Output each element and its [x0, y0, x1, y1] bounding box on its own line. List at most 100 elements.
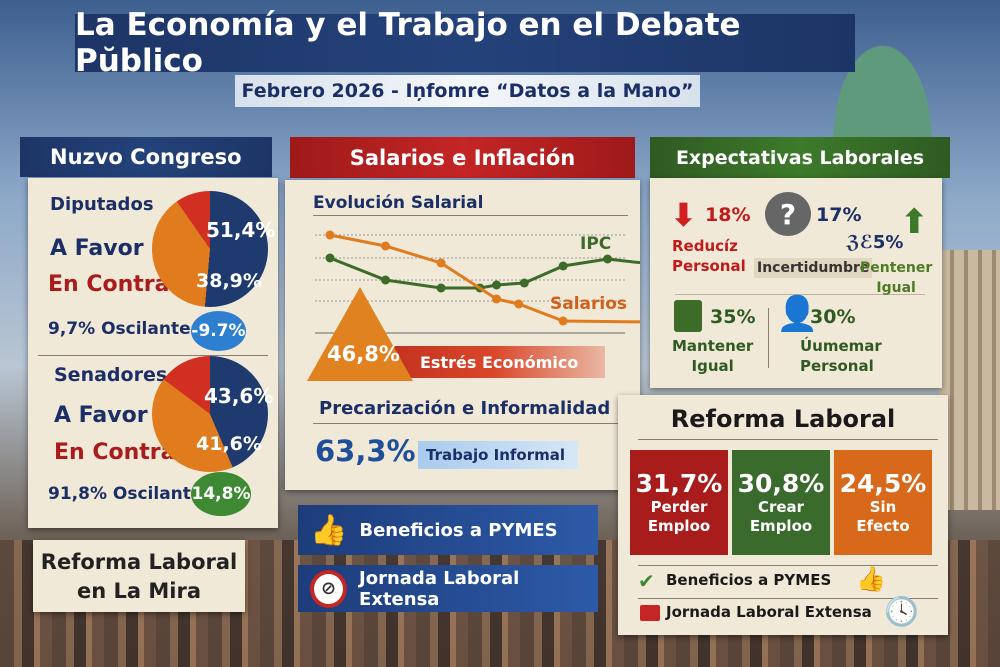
data-point-ipc: [492, 280, 502, 290]
senadores-oscilantes: 91,8% Oscilantel: [48, 484, 209, 504]
jornada-button[interactable]: ⊘ Jornada Laboral Extensa: [298, 565, 598, 612]
congreso-card: Diputados A Favor En Contra 51,4% 38,9% …: [28, 178, 278, 528]
pentener-label-1: Pentener: [860, 260, 933, 276]
reforma-box-label-2: Efecto: [856, 517, 910, 535]
data-point-salarios: [558, 316, 568, 326]
incertidumbre-value: 17%: [816, 204, 862, 226]
reforma-box: 31,7% Perder Emploo: [630, 450, 728, 555]
question-icon: ?: [765, 192, 811, 236]
thumbs-up-icon: 👍: [310, 512, 348, 548]
salarios-card: Evolución Salarial IPC Salarios Estrés E…: [285, 180, 640, 490]
informal-label: Trabajo Informal: [418, 441, 578, 469]
divider: [638, 565, 938, 566]
jornada-label: Jornada Laboral Extensa: [359, 567, 520, 610]
series-line-ipc: [329, 256, 640, 290]
pentener-label-2: Igual: [876, 280, 916, 296]
reforma-box-label-1: Perder: [650, 498, 708, 516]
salary-line-chart: [315, 230, 640, 334]
divider: [768, 308, 769, 368]
data-point-salarios: [436, 258, 446, 268]
reforma-box-label-1: Crear: [757, 498, 805, 516]
diputados-contra-value: 38,9%: [196, 270, 262, 292]
reducir-label-1: Reducíz: [672, 237, 738, 255]
senadores-oscilantes-badge: 14,8%: [191, 472, 251, 516]
divider: [313, 215, 628, 216]
data-point-ipc: [519, 278, 529, 288]
data-point-salarios: [514, 299, 524, 309]
chart-title: Evolución Salarial: [313, 193, 484, 213]
senadores-label: Senadores: [54, 364, 168, 386]
pentener-value: ℨℰ5%: [846, 232, 904, 253]
reforma-card: Reforma Laboral 31,7% Perder Emploo 30,8%…: [618, 395, 948, 635]
reforma-jornada-label: Jornada Laboral Extensa: [666, 603, 872, 621]
reforma-box-value: 31,7%: [635, 469, 723, 498]
clock-icon: 🕓: [884, 595, 919, 628]
salarios-series-label: Salarios: [550, 294, 628, 314]
reforma-pymes-label: Beneficios a PYMES: [666, 571, 832, 589]
aumentar-label: Úumemar Personal: [800, 336, 882, 376]
diputados-favor-label: A Favor: [50, 236, 144, 261]
mantener-label-1: Mantener: [672, 337, 754, 355]
building-facade: [940, 250, 1000, 510]
senadores-contra-value: 41,6%: [196, 433, 262, 455]
reforma-box-label-2: Emploo: [647, 517, 711, 535]
reforma-box: 30,8% Crear Emploo: [732, 450, 830, 555]
aumentar-label-1: Úumemar: [800, 337, 882, 355]
diputados-contra-label: En Contra: [48, 272, 170, 297]
congreso-header: Nuzvo Congreso: [20, 137, 272, 177]
senadores-pie: [152, 356, 268, 472]
divider: [638, 598, 938, 599]
reducir-label-2: Personal: [672, 257, 746, 275]
check-wallet-icon: ✔: [638, 569, 655, 593]
mira-line1: Reforma Laboral: [40, 550, 238, 574]
reforma-box-label-1: Sin: [869, 498, 897, 516]
arrow-up-icon: ⬆: [900, 202, 929, 242]
senadores-favor-value: 43,6%: [204, 384, 274, 408]
diputados-pie: [152, 191, 268, 307]
data-point-salarios: [492, 294, 502, 304]
arrow-down-icon: ⬇: [670, 196, 697, 234]
reforma-mira-card: Reforma Laboral en La Mira: [33, 540, 245, 612]
mantener-label-2: Igual: [691, 357, 734, 375]
aumentar-label-2: Personal: [800, 357, 874, 375]
senadores-contra-label: En Contra: [54, 440, 176, 465]
data-point-ipc: [558, 261, 568, 271]
reforma-title: Reforma Laboral: [670, 405, 896, 433]
phone-thumbs-up-icon: 👍: [856, 565, 886, 593]
pymes-label: Beneficios a PYMES: [359, 519, 558, 541]
reforma-box: 24,5% Sin Efecto: [834, 450, 932, 555]
divider: [38, 355, 268, 356]
no-work-icon: ⊘: [310, 569, 348, 608]
diputados-oscilantes-badge: -9.7%: [191, 311, 246, 351]
data-point-ipc: [325, 253, 335, 263]
salarios-header: Salarios e Inflación: [290, 137, 635, 178]
warning-triangle-icon: [307, 287, 413, 381]
page-title: La Economía y el Trabajo en el Debate Pŭ…: [75, 7, 855, 79]
divider: [638, 439, 938, 440]
pentener-label: Pentener Igual: [860, 258, 932, 298]
aumentar-value: 30%: [810, 306, 856, 328]
briefcase-icon: [640, 605, 660, 621]
divider: [675, 294, 925, 295]
divider: [313, 423, 628, 424]
data-point-ipc: [436, 283, 446, 293]
reducir-label: Reducíz Personal: [672, 236, 746, 276]
diputados-oscilantes: 9,7% Oscilantes: [48, 319, 201, 339]
prec-title: Precarización e Informalidad: [319, 398, 611, 419]
reforma-box-value: 30,8%: [737, 469, 825, 498]
person-icon: 👤: [776, 294, 819, 334]
ipc-series-label: IPC: [580, 234, 612, 254]
incertidumbre-label: Incertidumbre: [754, 258, 873, 278]
estres-label: Estrés Económico: [380, 346, 605, 378]
data-point-ipc: [381, 275, 391, 285]
reforma-box-value: 24,5%: [839, 469, 927, 498]
mantener-value: 35%: [710, 306, 756, 328]
data-point-salarios: [325, 230, 335, 240]
pymes-button[interactable]: 👍 Beneficios a PYMES: [298, 505, 598, 555]
mira-line2: en La Mira: [77, 579, 201, 603]
data-point-ipc: [603, 254, 613, 264]
reforma-box-label-2: Emploo: [749, 517, 813, 535]
expectativas-card: ⬇ 18% Reducíz Personal ? 17% Incertidumbr…: [650, 178, 942, 388]
informal-value: 63,3%: [315, 434, 416, 468]
data-point-salarios: [381, 241, 391, 251]
